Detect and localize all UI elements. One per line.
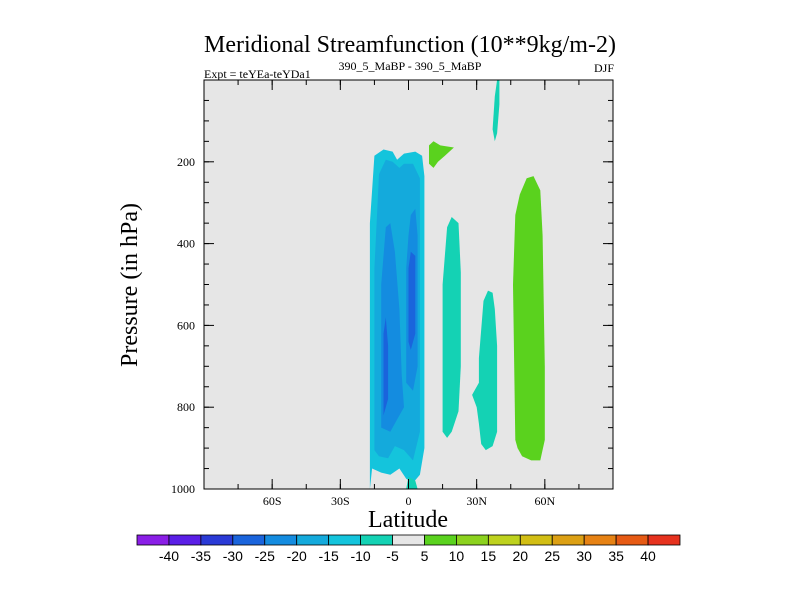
colorbar-label: -30 bbox=[223, 548, 243, 564]
plot-area: 60S 30S 0 30N 60N 200 400 600 800 1000 bbox=[171, 79, 614, 508]
colorbar-swatch bbox=[328, 534, 361, 546]
y-tick-label: 800 bbox=[177, 400, 195, 414]
colorbar-swatch bbox=[519, 534, 553, 546]
x-tick-label: 0 bbox=[406, 494, 412, 508]
x-tick-label: 60S bbox=[263, 494, 282, 508]
x-tick-label: 30S bbox=[331, 494, 350, 508]
colorbar-swatch bbox=[424, 534, 457, 546]
colorbar-swatch bbox=[232, 534, 266, 546]
colorbar-label: -25 bbox=[255, 548, 275, 564]
contour-nh-cell-b bbox=[472, 290, 498, 451]
colorbar-label: -10 bbox=[350, 548, 370, 564]
x-tick-label: 30N bbox=[466, 494, 487, 508]
y-tick-label: 200 bbox=[177, 155, 195, 169]
x-axis-label: Latitude bbox=[368, 507, 448, 533]
colorbar-swatch bbox=[264, 534, 298, 546]
colorbar-swatch bbox=[200, 534, 234, 546]
contour-nh-ferrel-cell bbox=[513, 176, 545, 461]
contour-nh-upper-blob bbox=[429, 141, 454, 168]
colorbar-swatch bbox=[583, 534, 617, 546]
colorbar-swatch bbox=[487, 534, 521, 546]
colorbar-label: -35 bbox=[191, 548, 211, 564]
chart-subtitle-center: 390_5_MaBP - 390_5_MaBP bbox=[339, 59, 482, 73]
colorbar-label: 25 bbox=[544, 548, 560, 564]
x-tick-label: 60N bbox=[534, 494, 555, 508]
colorbar-swatch bbox=[551, 534, 585, 546]
colorbar-swatch bbox=[360, 534, 393, 546]
colorbar-swatch bbox=[168, 534, 202, 546]
colorbar-swatch bbox=[296, 534, 330, 546]
chart-title: Meridional Streamfunction (10**9kg/m-2) bbox=[204, 32, 616, 58]
y-tick-label: 600 bbox=[177, 318, 195, 332]
colorbar-label: 35 bbox=[608, 548, 624, 564]
axis-ticks: 60S 30S 0 30N 60N 200 400 600 800 1000 bbox=[171, 80, 613, 508]
contour-nh-jet-strand bbox=[492, 80, 500, 142]
y-axis-label: Pressure (in hPa) bbox=[117, 203, 143, 367]
colorbar-label: -5 bbox=[386, 548, 399, 564]
colorbar-swatch bbox=[615, 534, 649, 546]
contour-nh-cell-a bbox=[442, 217, 461, 438]
colorbar-swatch bbox=[136, 534, 170, 546]
chart-subtitle-left: Expt = teYEa-teYDa1 bbox=[204, 67, 311, 81]
colorbar-label: -15 bbox=[319, 548, 339, 564]
contour-sh-cell-tail bbox=[406, 476, 418, 489]
contour-sh-cell-core-2 bbox=[408, 251, 416, 350]
contour-sh-cell-core bbox=[383, 317, 389, 416]
colorbar-swatch bbox=[647, 534, 681, 546]
colorbar-label: 40 bbox=[640, 548, 656, 564]
colorbar: -40 -35 -30 -25 -20 -15 -10 -5 5 10 15 20 25 30 35 40 bbox=[136, 534, 681, 564]
colorbar-swatch bbox=[456, 534, 489, 546]
colorbar-label: 15 bbox=[481, 548, 497, 564]
y-tick-label: 400 bbox=[177, 237, 195, 251]
chart-subtitle-right: DJF bbox=[594, 61, 614, 75]
colorbar-label: 20 bbox=[513, 548, 529, 564]
colorbar-label: 30 bbox=[576, 548, 592, 564]
colorbar-label: 10 bbox=[449, 548, 465, 564]
colorbar-label: -40 bbox=[159, 548, 179, 564]
colorbar-swatch bbox=[392, 534, 425, 546]
colorbar-label: 5 bbox=[421, 548, 429, 564]
y-tick-label: 1000 bbox=[171, 482, 195, 496]
colorbar-label: -20 bbox=[287, 548, 307, 564]
contour-regions bbox=[369, 80, 545, 489]
